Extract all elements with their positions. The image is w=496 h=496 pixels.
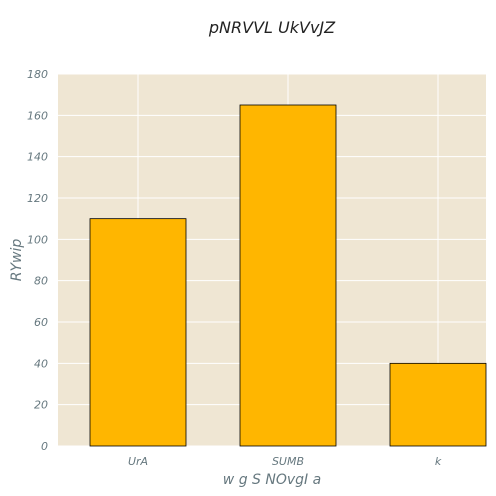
x-tick-label: k bbox=[435, 455, 442, 468]
y-tick-label: 0 bbox=[41, 440, 48, 453]
bar-ura bbox=[89, 218, 187, 447]
bars bbox=[89, 104, 487, 447]
x-tick-label: UrA bbox=[128, 455, 148, 468]
y-tick-label: 160 bbox=[27, 109, 48, 122]
y-tick-label: 120 bbox=[27, 192, 48, 205]
y-axis-label: RYwip bbox=[9, 239, 25, 282]
y-tick-label: 100 bbox=[27, 233, 48, 246]
y-tick-label: 60 bbox=[34, 316, 48, 329]
x-axis-ticks: UrA SUMB k bbox=[128, 455, 442, 468]
y-tick-label: 40 bbox=[34, 357, 48, 370]
y-tick-label: 20 bbox=[34, 399, 48, 412]
bar-k bbox=[389, 362, 487, 447]
x-tick-label: SUMB bbox=[272, 455, 304, 468]
bar-sumb bbox=[239, 104, 337, 447]
y-axis-ticks: 0 20 40 60 80 100 120 140 160 180 bbox=[27, 68, 48, 453]
y-tick-label: 140 bbox=[27, 151, 48, 164]
x-axis-label: w g S NOvgI a bbox=[223, 472, 321, 488]
y-tick-label: 180 bbox=[27, 68, 48, 81]
y-tick-label: 80 bbox=[34, 275, 48, 288]
chart-title: pNRVVL UkVvJZ bbox=[208, 18, 336, 37]
